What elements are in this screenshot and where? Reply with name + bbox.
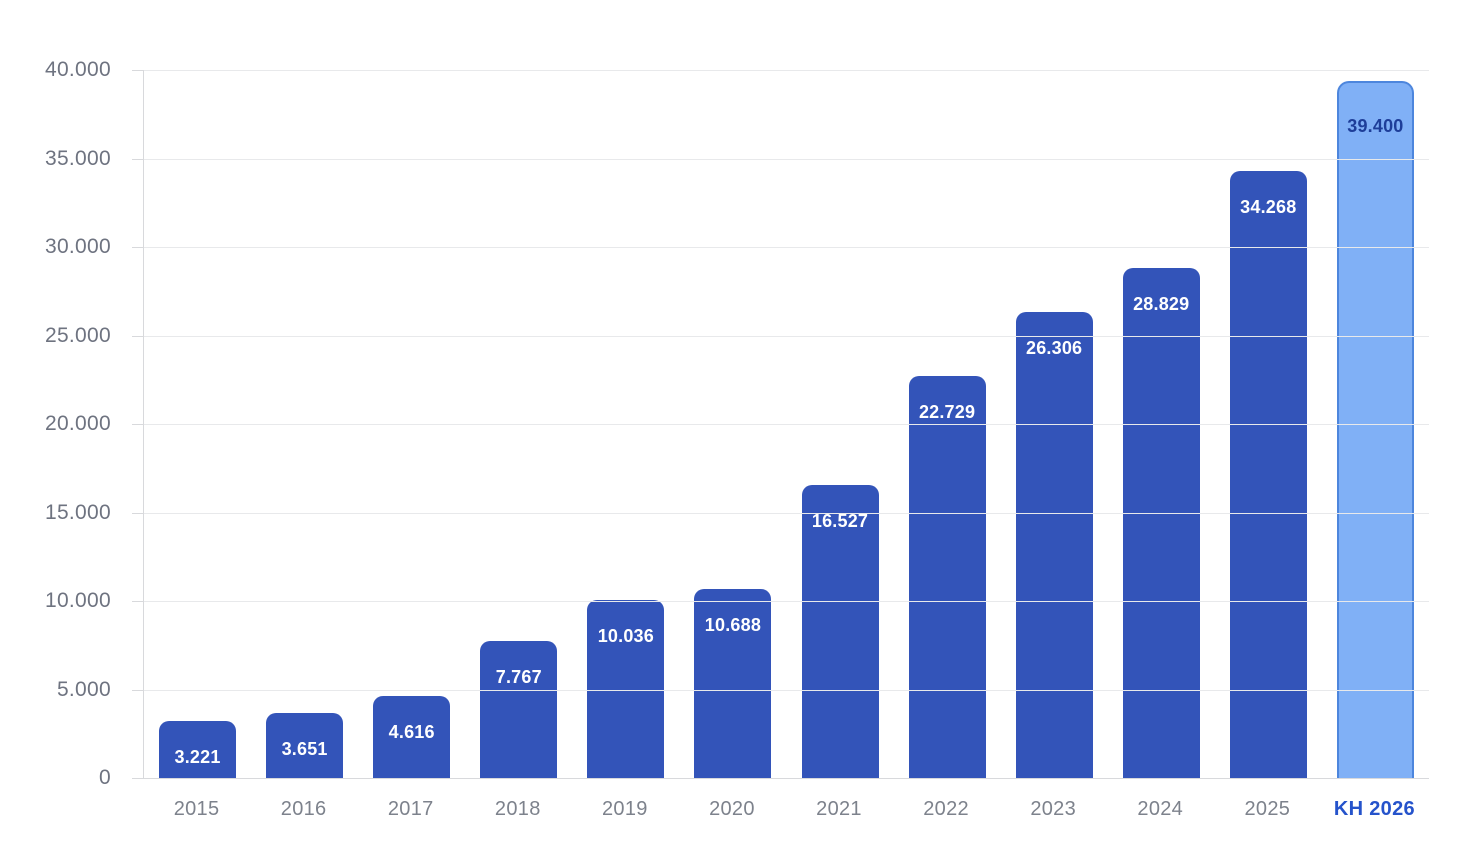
gridline xyxy=(144,512,1429,514)
bar-value-label: 22.729 xyxy=(918,401,976,422)
x-axis-tick-label: 2016 xyxy=(280,798,327,820)
y-tick-mark xyxy=(132,601,144,602)
x-axis-tick-label: 2022 xyxy=(923,798,969,820)
bar: 10.688 xyxy=(694,588,772,778)
bar-value-label: 16.527 xyxy=(811,511,869,532)
x-axis-tick-label: 2020 xyxy=(709,798,755,820)
y-axis-tick-label: 20.000 xyxy=(44,412,111,435)
bar-slot: 7.767 xyxy=(465,70,572,778)
bar-value-label: 26.306 xyxy=(1026,338,1083,359)
y-axis-tick-label: 30.000 xyxy=(44,235,111,258)
bar-slot: 3.221 xyxy=(144,70,251,778)
bar: 26.306 xyxy=(1015,312,1093,778)
bar-value-label: 34.268 xyxy=(1240,197,1297,218)
y-axis-tick-label: 40.000 xyxy=(44,58,111,81)
bar: 3.221 xyxy=(159,721,237,778)
bar-slot: 4.616 xyxy=(358,70,465,778)
gridline xyxy=(144,601,1429,602)
x-axis-tick-label: KH 2026 xyxy=(1333,798,1415,820)
y-axis-tick-label: 10.000 xyxy=(44,589,111,612)
y-tick-mark xyxy=(132,689,144,691)
gridline xyxy=(144,158,1429,160)
y-axis-tick-label: 25.000 xyxy=(44,323,111,347)
gridline xyxy=(144,247,1429,248)
bar: 10.036 xyxy=(587,600,665,778)
gridline xyxy=(144,778,1429,779)
bar: 22.729 xyxy=(908,375,986,778)
bar-value-label: 3.651 xyxy=(281,739,328,760)
bar-value-label: 10.688 xyxy=(704,614,762,635)
bar-value-label: 4.616 xyxy=(388,722,435,743)
y-tick-mark xyxy=(132,158,144,160)
bar-value-label: 10.036 xyxy=(597,626,654,647)
y-axis-tick-label: 15.000 xyxy=(44,500,111,524)
bar-value-label: 3.221 xyxy=(174,747,221,767)
bar-value-label: 7.767 xyxy=(495,666,542,687)
gridline xyxy=(144,335,1429,337)
y-axis-tick-label: 35.000 xyxy=(44,146,111,170)
y-tick-mark xyxy=(132,70,144,71)
y-axis: 0 5.000 10.000 15.000 20.000 25.000 30.000 35.0… xyxy=(0,58,127,789)
y-axis-tick-label: 0 xyxy=(99,766,111,789)
bar-value-label: 28.829 xyxy=(1133,293,1190,314)
y-tick-mark xyxy=(132,778,144,779)
bar-slot: 16.527 xyxy=(786,70,893,778)
gridline xyxy=(144,424,1429,425)
bar: 28.829 xyxy=(1122,267,1200,778)
bar-slot: 28.829 xyxy=(1108,70,1215,778)
bar-slot: 10.688 xyxy=(679,70,786,778)
x-axis-tick-label: 2019 xyxy=(602,798,648,820)
gridline xyxy=(144,70,1429,71)
bar: 3.651 xyxy=(266,713,344,778)
bars-row: 3.221 3.651 4.616 7.767 10.036 10.688 16.527 22… xyxy=(144,70,1429,778)
x-axis-tick-label: 2018 xyxy=(494,798,541,820)
x-axis-tick-label: 2017 xyxy=(387,798,434,820)
bar-slot: 10.036 xyxy=(572,70,679,778)
bar-slot: 22.729 xyxy=(894,70,1001,778)
x-axis: 2015 2016 2017 2018 2019 2020 2021 2022 2023 2024… xyxy=(143,798,1428,821)
y-tick-mark xyxy=(132,247,144,248)
x-axis-tick-label: 2024 xyxy=(1137,798,1184,820)
plot-area: 3.221 3.651 4.616 7.767 10.036 10.688 16.527 22… xyxy=(132,70,1429,779)
x-axis-tick-label: 2023 xyxy=(1030,798,1077,820)
bar: 34.268 xyxy=(1229,171,1307,778)
bar-slot: 3.651 xyxy=(251,70,358,778)
x-axis-tick-label: 2025 xyxy=(1244,798,1291,820)
bar-slot: 39.400 xyxy=(1322,70,1429,778)
bar: 7.767 xyxy=(480,640,558,778)
y-tick-mark xyxy=(132,424,144,425)
bar-plan: 39.400 xyxy=(1336,80,1414,778)
bar: 4.616 xyxy=(373,696,451,778)
y-axis-tick-label: 5.000 xyxy=(56,677,111,701)
bar-slot: 26.306 xyxy=(1001,70,1108,778)
bar-value-label: 39.400 xyxy=(1347,115,1404,136)
bar-slot: 34.268 xyxy=(1215,70,1322,778)
x-axis-tick-label: 2021 xyxy=(816,798,862,820)
y-tick-mark xyxy=(132,335,144,337)
gridline xyxy=(144,689,1429,691)
y-tick-mark xyxy=(132,512,144,514)
x-axis-tick-label: 2015 xyxy=(173,798,220,820)
bar: 16.527 xyxy=(801,485,879,778)
